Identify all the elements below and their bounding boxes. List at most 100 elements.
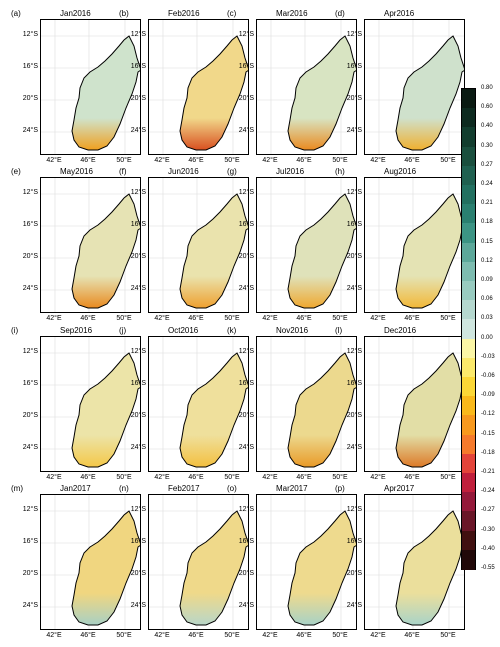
y-tick-label: 16°S bbox=[22, 538, 38, 545]
y-tick-label: 16°S bbox=[130, 63, 146, 70]
madagascar-shape bbox=[179, 510, 248, 626]
y-tick-label: 24°S bbox=[130, 127, 146, 134]
y-tick-label: 24°S bbox=[238, 285, 254, 292]
y-tick-label: 12°S bbox=[130, 31, 146, 38]
colorbar-segment bbox=[462, 319, 475, 340]
map-panel: (o) Mar2017 12°S 16°S 20°S 24°S 42°E 46°E 50°E bbox=[227, 484, 357, 639]
map-frame bbox=[40, 494, 141, 630]
y-tick-label: 12°S bbox=[22, 189, 38, 196]
y-tick-label: 16°S bbox=[238, 380, 254, 387]
y-tick-label: 12°S bbox=[346, 31, 362, 38]
colorbar-segment bbox=[462, 396, 475, 417]
y-tick-label: 16°S bbox=[130, 221, 146, 228]
madagascar-shape bbox=[287, 193, 356, 309]
y-tick-label: 12°S bbox=[346, 189, 362, 196]
y-tick-label: 20°S bbox=[22, 412, 38, 419]
panel-title: Sep2016 bbox=[60, 326, 93, 335]
colorbar-segment bbox=[462, 242, 475, 263]
colorbar-tick-label: -0.55 bbox=[481, 565, 495, 571]
y-tick-label: 20°S bbox=[130, 412, 146, 419]
x-tick-label: 46°E bbox=[296, 474, 312, 481]
colorbar-segment bbox=[462, 492, 475, 513]
colorbar-segment bbox=[462, 223, 475, 244]
x-tick-label: 46°E bbox=[296, 157, 312, 164]
colorbar-segment bbox=[462, 338, 475, 359]
colorbar-segment bbox=[462, 511, 475, 532]
colorbar-segment bbox=[462, 89, 475, 109]
map-panel: (n) Feb2017 12°S 16°S 20°S 24°S 42°E 46°E 50°E bbox=[119, 484, 249, 639]
map-svg bbox=[41, 178, 140, 312]
colorbar-tick-label: -0.21 bbox=[481, 469, 495, 475]
x-tick-label: 50°E bbox=[440, 632, 456, 639]
y-tick-label: 12°S bbox=[346, 348, 362, 355]
y-tick-label: 24°S bbox=[238, 602, 254, 609]
x-tick-label: 50°E bbox=[116, 315, 132, 322]
map-frame bbox=[40, 336, 141, 472]
panel-label: (p) bbox=[335, 484, 345, 493]
y-tick-label: 12°S bbox=[238, 348, 254, 355]
colorbar-segment bbox=[462, 127, 475, 148]
map-svg bbox=[365, 178, 464, 312]
map-frame bbox=[364, 19, 465, 155]
madagascar-shape bbox=[395, 193, 464, 309]
map-frame bbox=[256, 19, 357, 155]
map-panel: (k) Nov2016 12°S 16°S 20°S 24°S 42°E 46°E 50°E bbox=[227, 326, 357, 481]
map-svg bbox=[257, 178, 356, 312]
x-tick-label: 50°E bbox=[116, 474, 132, 481]
x-tick-label: 42°E bbox=[262, 632, 278, 639]
y-tick-label: 16°S bbox=[238, 221, 254, 228]
madagascar-shape bbox=[71, 193, 140, 309]
map-frame bbox=[40, 19, 141, 155]
x-tick-label: 42°E bbox=[46, 157, 62, 164]
panel-label: (c) bbox=[227, 9, 237, 18]
y-tick-label: 16°S bbox=[22, 63, 38, 70]
x-tick-label: 50°E bbox=[224, 315, 240, 322]
madagascar-shape bbox=[287, 510, 356, 626]
map-panel: (g) Jul2016 12°S 16°S 20°S 24°S 42°E 46°E 50°E bbox=[227, 167, 357, 322]
madagascar-shape bbox=[71, 352, 140, 468]
map-panel: (f) Jun2016 12°S 16°S 20°S 24°S 42°E 46°E 50°E bbox=[119, 167, 249, 322]
y-tick-label: 24°S bbox=[346, 127, 362, 134]
map-frame bbox=[256, 494, 357, 630]
map-frame bbox=[364, 177, 465, 313]
y-tick-label: 24°S bbox=[22, 602, 38, 609]
madagascar-shape bbox=[71, 35, 140, 151]
map-panel: (a) Jan2016 12°S 16°S 20°S 24°S 42°E 46°E 50°E bbox=[11, 9, 141, 164]
x-tick-label: 50°E bbox=[332, 157, 348, 164]
colorbar-segment bbox=[462, 108, 475, 129]
x-tick-label: 50°E bbox=[440, 474, 456, 481]
y-tick-label: 12°S bbox=[238, 31, 254, 38]
panel-title: Dec2016 bbox=[384, 326, 417, 335]
y-tick-label: 20°S bbox=[346, 253, 362, 260]
map-svg bbox=[365, 337, 464, 471]
panel-title: May2016 bbox=[60, 167, 93, 176]
colorbar-tick-label: 0.15 bbox=[481, 238, 493, 245]
panel-label: (i) bbox=[11, 326, 19, 335]
madagascar-shape bbox=[287, 352, 356, 468]
x-tick-label: 46°E bbox=[188, 632, 204, 639]
madagascar-shape bbox=[395, 35, 464, 151]
x-tick-label: 46°E bbox=[404, 315, 420, 322]
panel-title: Jun2016 bbox=[168, 167, 199, 176]
colorbar-tick-label: -0.27 bbox=[481, 507, 495, 514]
x-tick-label: 46°E bbox=[80, 157, 96, 164]
y-tick-label: 16°S bbox=[346, 221, 362, 228]
colorbar-segment bbox=[462, 453, 475, 474]
y-tick-label: 16°S bbox=[238, 63, 254, 70]
colorbar-tick-label: 0.09 bbox=[481, 277, 493, 283]
panel-label: (l) bbox=[335, 326, 343, 335]
y-tick-label: 20°S bbox=[238, 412, 254, 419]
panel-label: (n) bbox=[119, 484, 129, 493]
map-svg bbox=[149, 178, 248, 312]
x-tick-label: 50°E bbox=[116, 632, 132, 639]
y-tick-label: 24°S bbox=[346, 285, 362, 292]
panel-label: (k) bbox=[227, 326, 237, 335]
map-panel: (i) Sep2016 12°S 16°S 20°S 24°S 42°E 46°E 50°E bbox=[11, 326, 141, 481]
y-tick-label: 24°S bbox=[22, 127, 38, 134]
y-tick-label: 12°S bbox=[130, 189, 146, 196]
y-tick-label: 12°S bbox=[22, 31, 38, 38]
map-svg bbox=[41, 495, 140, 629]
map-panel: (m) Jan2017 12°S 16°S 20°S 24°S 42°E 46°E 50°E bbox=[11, 484, 141, 639]
y-tick-label: 20°S bbox=[238, 95, 254, 102]
map-svg bbox=[41, 337, 140, 471]
